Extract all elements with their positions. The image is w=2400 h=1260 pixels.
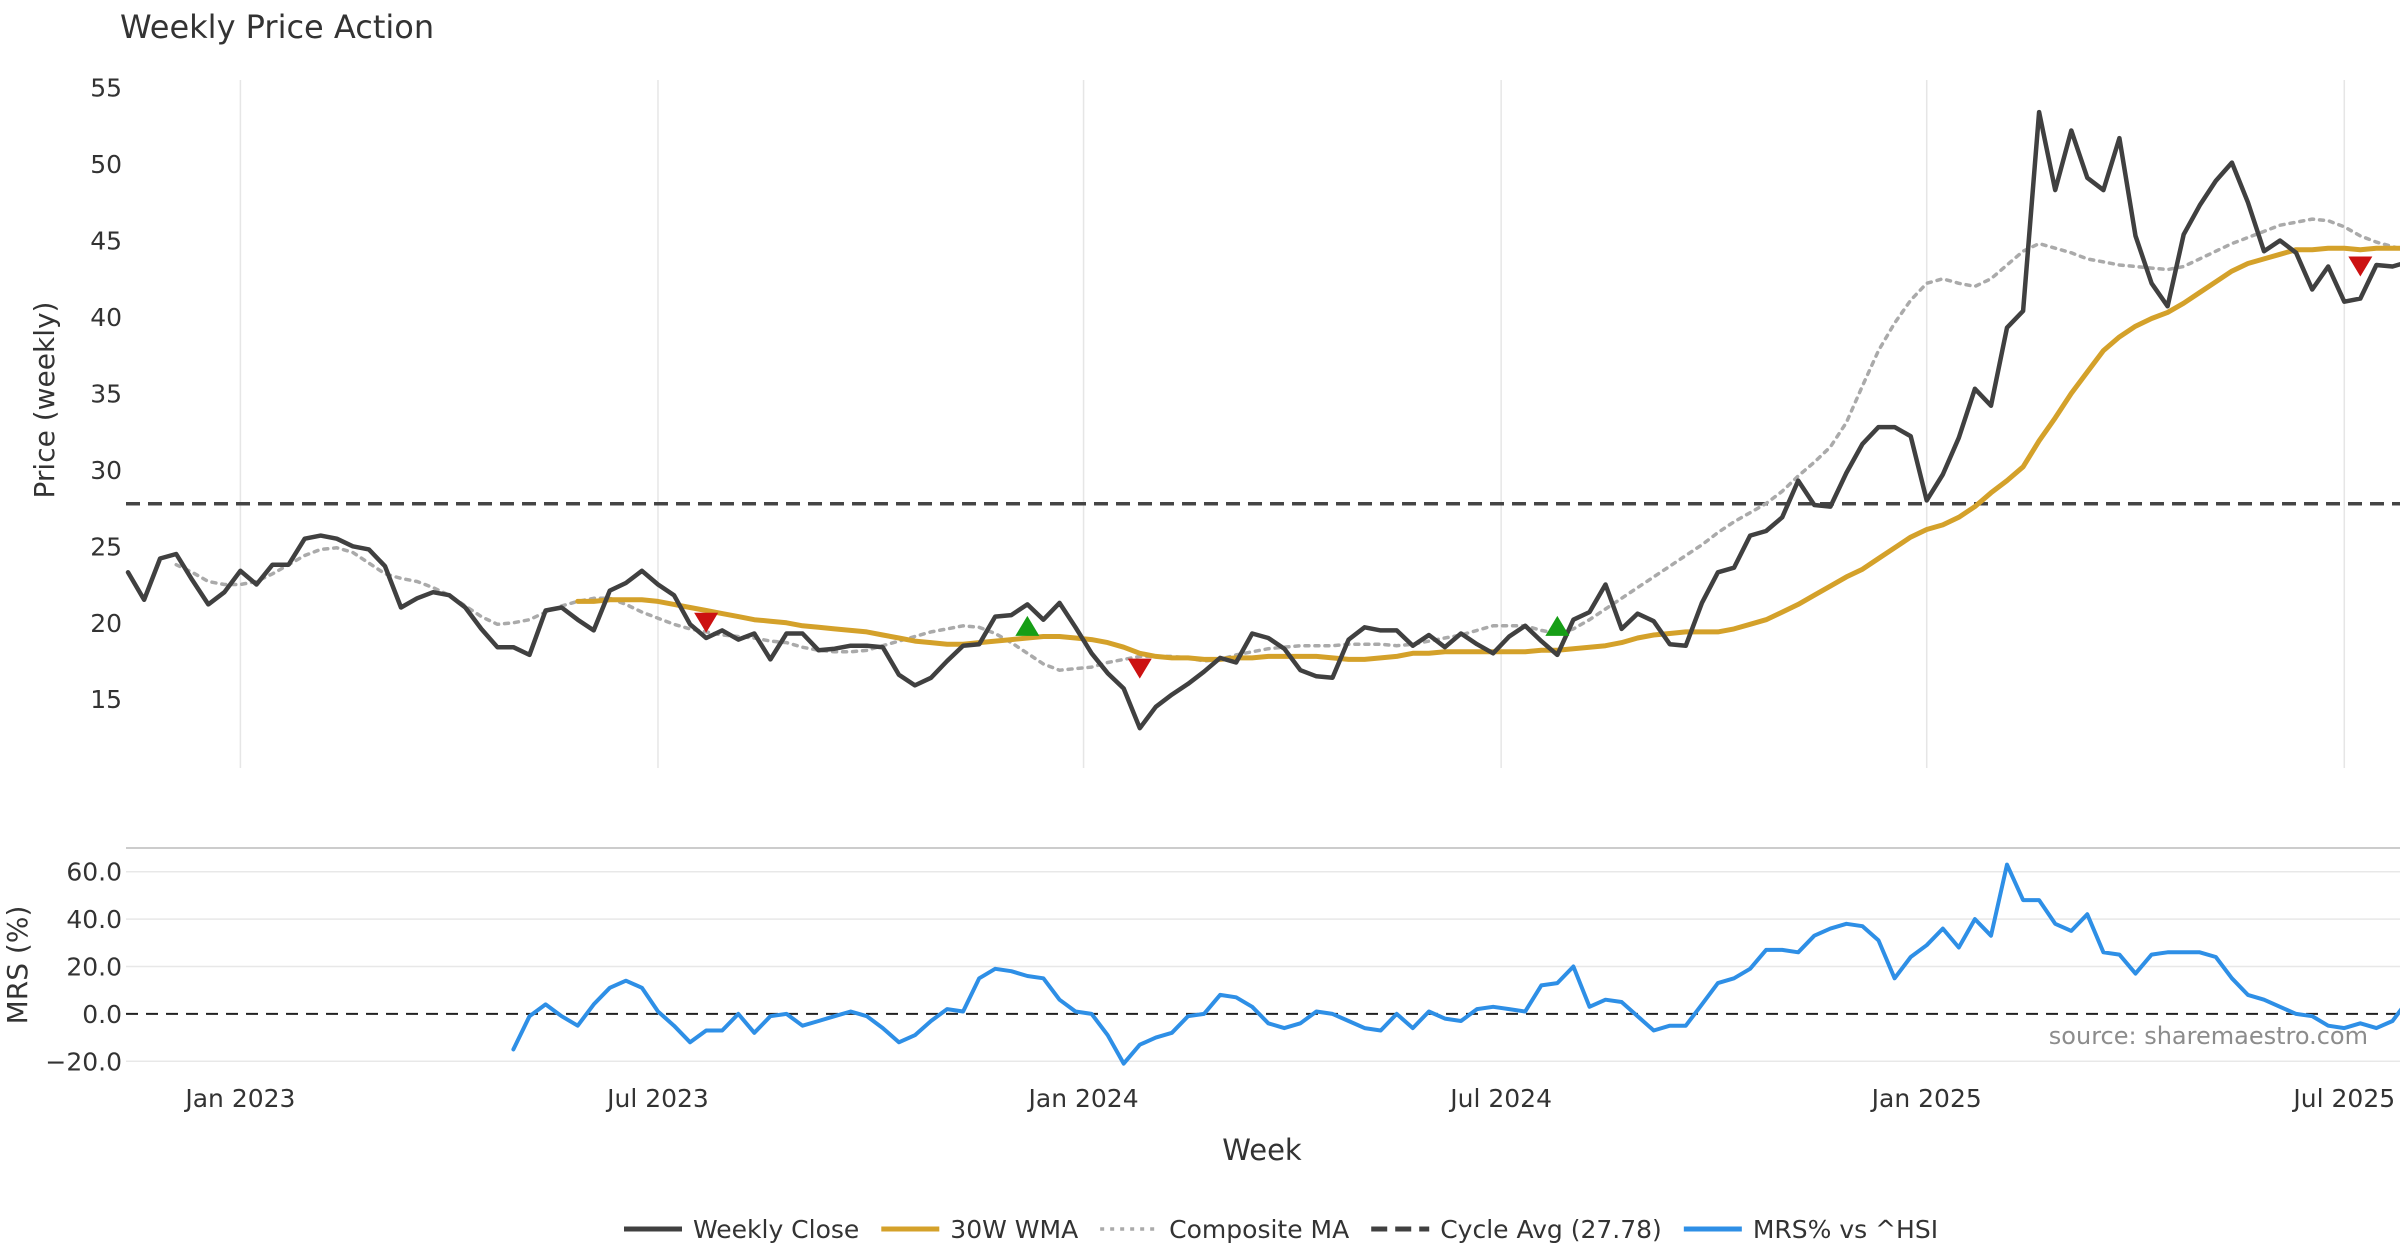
legend-label-cycle-avg-27-78: Cycle Avg (27.78)	[1440, 1215, 1662, 1244]
x-tick-label: Jan 2023	[183, 1084, 295, 1113]
legend-label-composite-ma: Composite MA	[1169, 1215, 1349, 1244]
price-y-tick-label: 15	[90, 685, 122, 714]
mrs-y-tick-label: 60.0	[66, 858, 122, 887]
x-tick-label: Jul 2025	[2291, 1084, 2395, 1113]
legend-label-weekly-close: Weekly Close	[693, 1215, 859, 1244]
composite-ma-line	[174, 217, 2400, 672]
weekly-close-line	[125, 109, 2400, 731]
source-note: source: sharemaestro.com	[2049, 1022, 2368, 1050]
mrs-y-tick-label: −20.0	[45, 1047, 122, 1076]
x-axis-label: Week	[1222, 1133, 1302, 1167]
30w-wma-line	[575, 245, 2400, 662]
buy-signal-marker	[1015, 615, 1040, 636]
legend-label-30w-wma: 30W WMA	[950, 1215, 1078, 1244]
mrs-axis-label: MRS (%)	[1, 906, 34, 1025]
price-y-tick-label: 40	[90, 303, 122, 332]
mrs-vs-hsi-line	[511, 862, 2400, 1066]
chart-title: Weekly Price Action	[120, 8, 434, 46]
sell-signal-marker	[694, 612, 719, 633]
mrs-y-tick-label: 20.0	[66, 952, 122, 981]
x-tick-label: Jul 2024	[1448, 1084, 1552, 1113]
legend: Weekly Close 30W WMA Composite MA Cycle Avg…	[624, 1215, 1938, 1244]
mrs-y-tick-label: 40.0	[66, 905, 122, 934]
price-y-tick-label: 20	[90, 609, 122, 638]
price-y-tick-label: 50	[90, 150, 122, 179]
price-y-tick-label: 30	[90, 456, 122, 485]
legend-label-mrs-vs-hsi: MRS% vs ^HSI	[1753, 1215, 1938, 1244]
price-y-tick-label: 55	[90, 74, 122, 103]
mrs-y-tick-label: 0.0	[82, 1000, 122, 1029]
price-y-tick-label: 45	[90, 227, 122, 256]
x-tick-label: Jul 2023	[605, 1084, 709, 1113]
price-axis-label: Price (weekly)	[28, 302, 61, 499]
x-tick-label: Jan 2024	[1027, 1084, 1139, 1113]
price-y-tick-label: 25	[90, 532, 122, 561]
sell-signal-marker	[2348, 256, 2373, 277]
price-y-tick-label: 35	[90, 379, 122, 408]
sell-signal-marker	[1127, 658, 1152, 679]
x-tick-label: Jan 2025	[1870, 1084, 1982, 1113]
buy-signal-marker	[1545, 615, 1570, 636]
